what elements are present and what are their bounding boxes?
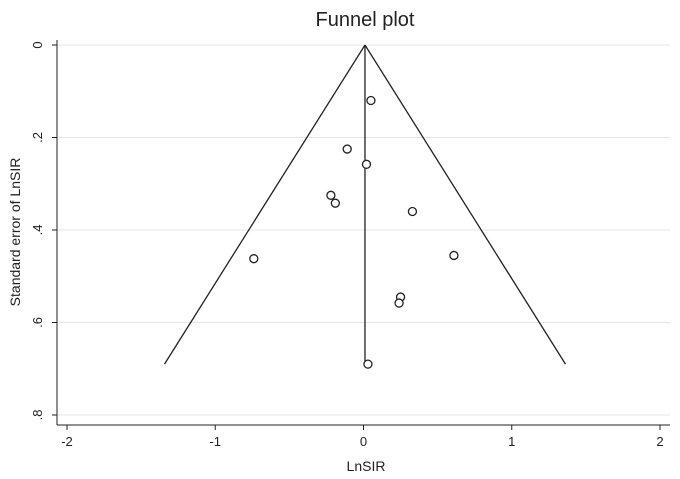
data-point-2 [361,159,372,169]
data-point-4 [330,198,340,208]
x-tick-label-3: 1 [508,434,515,449]
data-point-10 [363,359,373,369]
y-tick-label-1: .2 [30,132,45,143]
data-point-5 [407,206,418,217]
funnel-left-line [163,44,366,365]
data-point-9 [394,298,404,308]
axes: 0 .2 .4 .6 .8 -2 -1 0 1 2 [30,40,670,449]
chart-title: Funnel plot [316,9,415,31]
funnel-right-line [364,44,567,365]
data-point-6 [249,254,259,264]
data-point-1 [342,144,352,154]
grid-lines [57,44,670,416]
x-tick-label-4: 2 [656,434,663,449]
y-tick-label-4: .8 [30,410,45,421]
x-tick-label-2: 0 [360,434,367,449]
x-axis-label: LnSIR [347,458,386,474]
funnel-lines [163,44,567,365]
data-point-0 [366,95,376,106]
y-tick-label-3: .6 [30,317,45,328]
y-tick-label-0: 0 [30,41,45,48]
x-tick-label-1: -1 [209,434,221,449]
data-point-3 [326,190,336,200]
data-point-7 [449,250,459,261]
y-axis-label: Standard error of LnSIR [7,158,23,307]
y-tick-label-2: .4 [30,225,45,236]
data-points [249,95,459,369]
x-tick-label-0: -2 [61,434,73,449]
